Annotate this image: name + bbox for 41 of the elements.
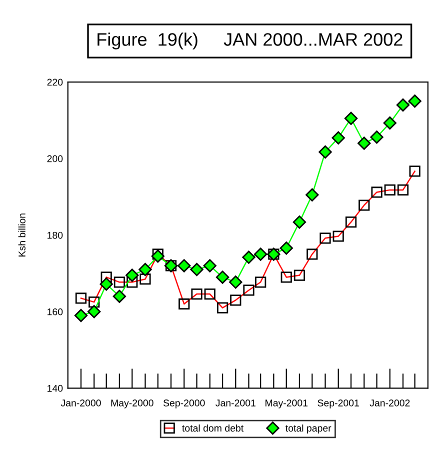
point [280, 242, 293, 255]
point [254, 248, 268, 261]
point [126, 268, 139, 282]
point [216, 270, 230, 284]
chart-title: Figure 19(k) JAN 2000...MAR 2002 [98, 32, 402, 50]
point [292, 215, 306, 229]
point [344, 112, 358, 125]
point [112, 290, 126, 303]
point [88, 305, 101, 318]
point [203, 259, 216, 272]
y-axis-title: Ksh billion [18, 214, 26, 256]
point [138, 262, 152, 276]
y-tick-label: 160 [48, 308, 63, 316]
point [332, 131, 345, 144]
y-tick-label: 200 [47, 155, 63, 162]
point [151, 250, 164, 263]
legend-label: total dom debt [182, 424, 244, 432]
point [370, 130, 384, 144]
x-tick-label: Jan-2001 [216, 400, 256, 406]
x-tick-label: Jan-2000 [60, 400, 101, 406]
point [178, 259, 191, 272]
y-tick-label: 140 [48, 384, 63, 392]
y-tick-label: 180 [48, 232, 63, 239]
point [383, 116, 396, 130]
point [306, 188, 319, 202]
point [229, 276, 242, 289]
y-tick-label: 220 [47, 78, 63, 86]
point [190, 262, 204, 276]
point [100, 277, 113, 291]
x-tick-label: Jan-2002 [370, 400, 410, 406]
point [358, 136, 371, 150]
x-tick-label: Sep-2001 [318, 400, 359, 408]
point [408, 94, 422, 108]
legend-label: total paper [286, 424, 332, 434]
point [74, 308, 88, 322]
point [242, 250, 256, 264]
point [318, 145, 332, 159]
x-tick-label: May-2000 [111, 400, 154, 408]
point [396, 98, 410, 112]
x-tick-label: Sep-2000 [163, 400, 205, 408]
x-tick-label: May-2001 [266, 400, 308, 408]
